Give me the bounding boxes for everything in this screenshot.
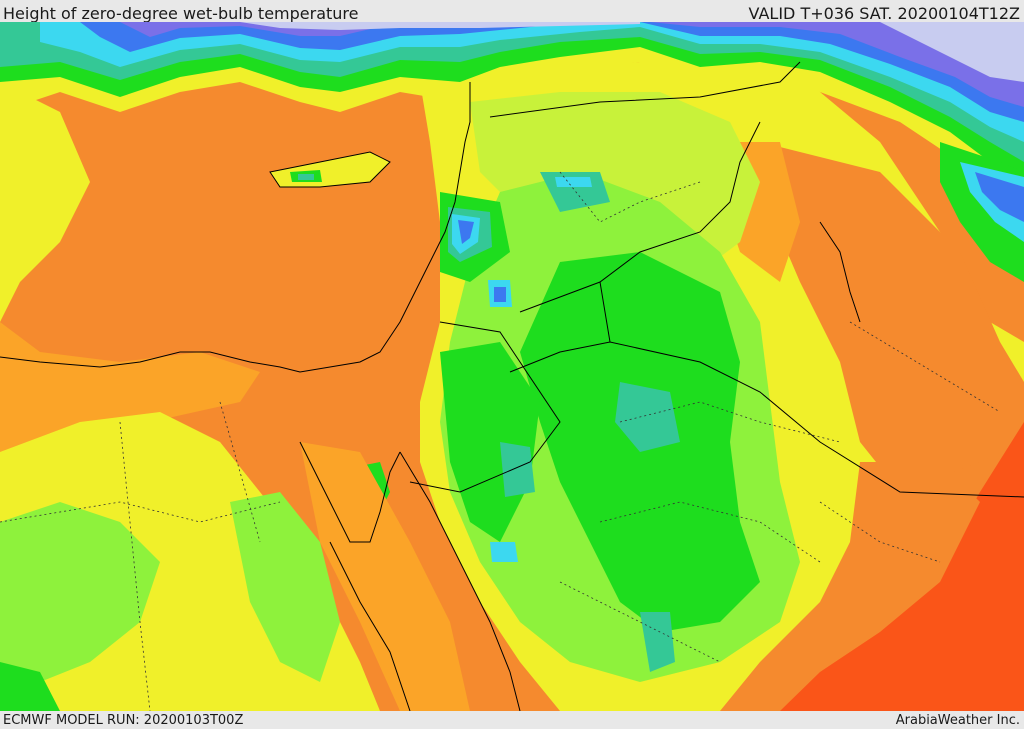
arabia-orange [720,462,980,711]
interior-teal-2 [500,442,535,497]
map-canvas [0,22,1024,711]
cyprus-teal [298,174,314,180]
weather-map[interactable] [0,22,1024,711]
map-title: Height of zero-degree wet-bulb temperatu… [3,4,359,23]
north-lavender [240,22,640,30]
northeast-lavender [880,22,1024,82]
arabia-red [720,422,1024,711]
interior-cyan-spot-2 [490,542,518,562]
north-blue-band [80,22,1024,122]
north-green-band [0,22,1024,182]
east-turkey-blue [975,172,1024,222]
interior-teal [615,382,680,452]
borders [0,61,1024,711]
egypt-green-patches-2 [230,492,340,682]
caspian-ish [819,221,861,323]
west-yellow-zone [0,82,90,322]
iraq-orange [760,142,1024,492]
interior-teal-3 [640,612,675,672]
interior-blue-spot [494,287,506,302]
redsea-orange [300,442,470,711]
model-run: ECMWF MODEL RUN: 20200103T00Z [3,713,244,728]
header-bar: Height of zero-degree wet-bulb temperatu… [0,0,1024,23]
syria-iraq-border [489,61,801,118]
north-teal-band [0,22,1024,162]
saudi-inner [599,281,611,343]
west-orange-bank [0,322,260,462]
north-cyan-band [40,22,1024,142]
red-sea-west [329,541,411,711]
red-sea-east [399,451,521,711]
valid-time: VALID T+036 SAT. 20200104T12Z [748,4,1020,23]
lebanon-blue [458,220,474,244]
egypt-green-patches [0,502,160,682]
gulf-of-suez [299,441,401,543]
jordan-border [409,321,561,493]
province-lines [0,171,1001,711]
egypt-green-patches-3 [0,662,60,711]
footer-bar: ECMWF MODEL RUN: 20200103T00Z ArabiaWeat… [0,711,1024,729]
credit-text: ArabiaWeather Inc. [895,713,1020,728]
cyprus-outline [269,151,391,188]
interior-cyan-syria [555,177,592,187]
mediterranean-coast [0,82,471,373]
jordan-saudi-border [509,341,1024,498]
